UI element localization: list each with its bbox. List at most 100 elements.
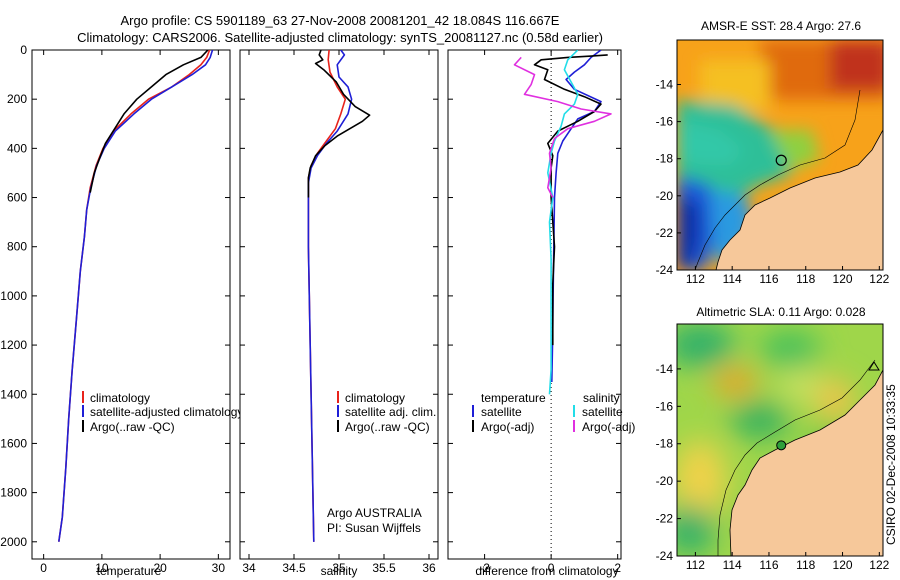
map-x-tick-label: 122: [869, 272, 889, 286]
legend-label-temp-argo: Argo(-adj): [481, 420, 534, 434]
map-y-tick-label: -18: [656, 437, 674, 451]
x-tick-label: 35.5: [372, 561, 396, 575]
x-tick-label: 30: [212, 561, 226, 575]
sla-shelf-contour: [717, 359, 876, 556]
map-x-tick-label: 120: [833, 272, 853, 286]
legend-label-temp-satellite: satellite: [481, 405, 522, 419]
sst-map-ticks: 112 114 116 118 120 122 -14 -16 -18 -20 -22 -24: [656, 78, 890, 286]
salinity-axes-frame: [239, 49, 439, 560]
sst-field: [677, 40, 883, 270]
legend-label-argo: Argo(..raw -QC): [345, 420, 430, 434]
map-y-tick-label: -14: [656, 78, 674, 92]
depth-tick-label: 600: [7, 191, 27, 205]
sst-shelf-contour: [694, 89, 861, 270]
series-line-2: [546, 50, 579, 395]
series-line-3: [513, 56, 612, 198]
x-tick-label: 35: [332, 561, 346, 575]
temperature-panel: 0 10 20 30 0 200 400 600 800 1000 1200 1400 1600 1800…: [0, 43, 243, 578]
sla-map-panel: Altimetric SLA: 0.11 Argo: 0.028 112 11: [656, 305, 890, 572]
map-x-tick-label: 120: [833, 558, 853, 572]
x-tick-label: 0: [548, 561, 555, 575]
depth-tick-label: 1800: [0, 486, 27, 500]
legend-label-sal-satellite: satellite: [582, 405, 623, 419]
footer-credit: CSIRO 02-Dec-2008 10:33:35: [884, 384, 898, 545]
sst-map-frame: [676, 39, 884, 271]
salinity-ticks: 34 34.5 35 35.5 36: [240, 49, 438, 575]
depth-tick-label: 1600: [0, 436, 27, 450]
sla-triangle-marker: [868, 361, 880, 371]
x-tick-label: 34: [242, 561, 256, 575]
map-y-tick-label: -24: [656, 549, 674, 563]
sla-float-marker: [776, 440, 787, 451]
temperature-ticks: 0 10 20 30 0 200 400 600 800 1000 1200 1400 1600 1800…: [0, 43, 230, 575]
temperature-xlabel: temperature: [97, 564, 162, 578]
map-y-tick-label: -22: [656, 226, 674, 240]
sla-map-title: Altimetric SLA: 0.11 Argo: 0.028: [696, 305, 866, 319]
depth-tick-label: 1400: [0, 387, 27, 401]
legend-label-argo: Argo(..raw -QC): [90, 420, 175, 434]
map-y-tick-label: -20: [656, 189, 674, 203]
map-x-tick-label: 114: [723, 272, 742, 286]
series-line-1: [307, 50, 353, 542]
title-line-1: Argo profile: CS 5901189_63 27-Nov-2008 …: [121, 13, 560, 28]
x-tick-label: 2: [614, 561, 621, 575]
map-y-tick-label: -18: [656, 152, 674, 166]
map-x-tick-label: 122: [869, 558, 889, 572]
difference-series: [513, 50, 612, 395]
sla-map-ticks: 112 114 116 118 120 122 -14 -16 -18 -20 -22 -24: [656, 362, 890, 572]
legend-label-sal-argo: Argo(-adj): [582, 420, 635, 434]
depth-tick-label: 800: [7, 240, 27, 254]
map-y-tick-label: -16: [656, 115, 674, 129]
difference-axes-frame: [447, 49, 622, 560]
legend-label-satellite-adjusted: satellite-adjusted climatology: [90, 405, 243, 419]
temperature-axes-frame: [31, 49, 231, 560]
salinity-series: [307, 50, 371, 542]
difference-xlabel: difference from climatology: [475, 564, 618, 578]
x-tick-label: 36: [422, 561, 436, 575]
map-y-tick-label: -16: [656, 399, 674, 413]
map-x-tick-label: 118: [796, 558, 815, 572]
depth-tick-label: 2000: [0, 535, 27, 549]
depth-tick-label: 400: [7, 141, 27, 155]
map-x-tick-label: 116: [759, 272, 778, 286]
sst-map-title: AMSR-E SST: 28.4 Argo: 27.6: [701, 19, 861, 33]
sla-map-frame: [676, 323, 884, 557]
difference-legend: temperature salinity satellite Argo(-adj…: [472, 391, 635, 434]
x-tick-label: 34.5: [282, 561, 306, 575]
sla-land: [730, 370, 883, 556]
legend-label-climatology: climatology: [345, 391, 405, 405]
map-x-tick-label: 116: [759, 558, 778, 572]
legend-title-temperature: temperature: [481, 391, 546, 405]
depth-tick-label: 1000: [0, 289, 27, 303]
sla-coastline: [729, 369, 883, 556]
series-line-2: [307, 50, 371, 198]
x-tick-label: 10: [95, 561, 109, 575]
map-y-tick-label: -24: [656, 263, 674, 277]
depth-tick-label: 200: [7, 92, 27, 106]
series-line-1: [533, 54, 608, 346]
sst-land: [716, 130, 883, 270]
salinity-annotation-pi: PI: Susan Wijffels: [327, 521, 421, 535]
legend-label-satellite-adj: satellite adj. clim.: [345, 405, 436, 419]
salinity-panel: 34 34.5 35 35.5 36 climatology satellite adj…: [239, 49, 439, 578]
map-y-tick-label: -14: [656, 362, 674, 376]
difference-ticks: -2 0 2: [448, 49, 621, 575]
map-y-tick-label: -20: [656, 474, 674, 488]
depth-tick-label: 1200: [0, 338, 27, 352]
sst-map-panel: AMSR-E SST: 28.4 Argo: 27.6 112 114 116 118…: [656, 19, 890, 286]
sst-coastline: [715, 129, 883, 270]
x-tick-label: 0: [40, 561, 47, 575]
title-line-2: Climatology: CARS2006. Satellite-adjuste…: [77, 30, 603, 45]
legend-label-climatology: climatology: [90, 391, 150, 405]
sst-float-marker: [775, 154, 787, 166]
x-tick-label: 20: [153, 561, 167, 575]
map-x-tick-label: 112: [686, 272, 705, 286]
x-tick-label: -2: [479, 561, 490, 575]
salinity-legend: climatology satellite adj. clim. Argo(..…: [337, 391, 436, 434]
salinity-xlabel: salinity: [321, 564, 358, 578]
salinity-annotation-program: Argo AUSTRALIA: [327, 506, 422, 520]
legend-title-salinity: salinity: [583, 391, 620, 405]
difference-panel: -2 0 2 temperature salinity satellite Argo…: [447, 49, 635, 578]
map-y-tick-label: -22: [656, 512, 674, 526]
